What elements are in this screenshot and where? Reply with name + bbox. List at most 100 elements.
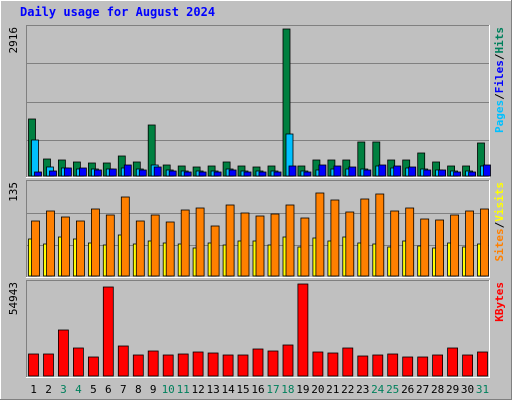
bar-sites-day-31 <box>480 208 489 277</box>
bar-pages-day-7 <box>123 164 132 177</box>
bar-sites-day-17 <box>270 213 280 277</box>
bar-sites-day-3 <box>61 216 70 277</box>
legend-label-kbytes: KBytes <box>493 282 506 322</box>
bar-sites-day-29 <box>450 214 460 277</box>
bar-pages-day-4 <box>79 167 87 177</box>
bar-pages-day-23 <box>363 169 372 177</box>
x-label-day-11: 11 <box>177 383 190 396</box>
bar-sites-day-16 <box>255 215 265 277</box>
bar-kbytes-day-30 <box>462 354 474 377</box>
bar-sites-day-24 <box>375 193 385 277</box>
bar-pages-day-13 <box>213 171 222 177</box>
x-label-day-5: 5 <box>90 383 97 396</box>
x-label-day-7: 7 <box>120 383 127 396</box>
x-label-day-29: 29 <box>446 383 459 396</box>
bar-kbytes-day-4 <box>73 347 84 377</box>
x-label-day-15: 15 <box>236 383 249 396</box>
x-label-day-9: 9 <box>150 383 157 396</box>
panel-visits-sites: 135 Sites/Visits <box>7 180 506 278</box>
bar-sites-day-18 <box>285 204 295 277</box>
legend-label-hits-files-pages: Pages/Files/Hits <box>493 27 506 133</box>
x-label-day-18: 18 <box>281 383 294 396</box>
chart-title: Daily usage for August 2024 <box>20 5 215 19</box>
chart-panels: 2916Pages/Files/Hits135Sites/Visits54943… <box>7 25 506 378</box>
bar-sites-day-22 <box>345 211 355 277</box>
bar-sites-day-28 <box>435 219 445 277</box>
x-label-day-20: 20 <box>311 383 324 396</box>
bar-sites-day-19 <box>300 217 310 277</box>
x-label-day-14: 14 <box>221 383 235 396</box>
x-label-day-17: 17 <box>266 383 279 396</box>
bar-pages-day-12 <box>198 171 207 177</box>
bar-pages-day-16 <box>258 171 267 177</box>
panel-kbytes: 54943 KBytes <box>7 280 506 378</box>
bar-sites-day-15 <box>240 212 250 277</box>
bar-pages-day-30 <box>468 171 477 177</box>
bar-sites-day-21 <box>330 199 340 277</box>
x-label-day-8: 8 <box>135 383 142 396</box>
bar-kbytes-day-31 <box>477 351 488 377</box>
bar-pages-day-5 <box>94 169 102 177</box>
bar-kbytes-day-11 <box>177 353 189 377</box>
legend-part: Visits <box>493 182 506 222</box>
x-label-day-16: 16 <box>251 383 264 396</box>
bar-pages-day-26 <box>408 166 417 177</box>
bar-sites-day-12 <box>195 207 205 277</box>
bar-sites-day-8 <box>135 220 145 277</box>
x-label-day-23: 23 <box>356 383 369 396</box>
bar-pages-day-9 <box>153 166 162 177</box>
bar-pages-day-28 <box>438 169 447 177</box>
x-label-day-25: 25 <box>386 383 399 396</box>
x-label-day-13: 13 <box>206 383 219 396</box>
bar-pages-day-10 <box>168 170 177 177</box>
legend-part: Sites <box>493 228 506 261</box>
bar-kbytes-day-5 <box>88 356 99 377</box>
bar-sites-day-23 <box>360 198 370 277</box>
bar-pages-day-20 <box>318 164 327 177</box>
bar-pages-day-31 <box>483 164 491 177</box>
bar-pages-day-21 <box>333 165 342 177</box>
x-label-day-3: 3 <box>60 383 67 396</box>
bar-kbytes-day-13 <box>207 352 219 377</box>
bar-kbytes-day-10 <box>162 354 174 377</box>
y-max-label-kbytes: 54943 <box>7 282 20 315</box>
bar-sites-day-10 <box>165 221 175 277</box>
bar-kbytes-day-7 <box>117 345 129 377</box>
bar-kbytes-day-26 <box>402 356 414 377</box>
bar-pages-day-24 <box>378 164 387 177</box>
bar-kbytes-day-24 <box>372 354 384 377</box>
bar-sites-day-7 <box>120 196 130 277</box>
bar-pages-day-17 <box>273 171 282 177</box>
bar-kbytes-day-29 <box>447 347 459 377</box>
bar-kbytes-day-18 <box>282 344 294 377</box>
bar-kbytes-day-6 <box>102 286 114 377</box>
bar-kbytes-day-28 <box>432 354 444 377</box>
bar-kbytes-day-8 <box>132 354 144 377</box>
bar-kbytes-day-25 <box>387 353 399 377</box>
bar-pages-day-18 <box>288 165 297 177</box>
bar-pages-day-8 <box>138 169 147 177</box>
x-label-day-2: 2 <box>45 383 52 396</box>
bar-kbytes-day-3 <box>58 329 69 377</box>
bar-kbytes-day-9 <box>147 350 159 377</box>
bar-pages-day-25 <box>393 165 402 177</box>
bar-kbytes-day-15 <box>237 354 249 377</box>
bar-sites-day-20 <box>315 192 325 277</box>
legend-part: / <box>493 53 506 60</box>
bar-pages-day-14 <box>228 169 237 177</box>
bar-sites-day-9 <box>150 214 160 277</box>
x-axis-day-labels: 1 2 3 4 5 6 7 8 9 10 11 12 13 14 15 16 17 18 19 20 21 22 23 24 2… <box>30 383 489 396</box>
bar-pages-day-2 <box>49 170 57 177</box>
bar-pages-day-11 <box>183 171 192 177</box>
x-label-day-22: 22 <box>341 383 354 396</box>
bar-kbytes-day-17 <box>267 350 279 377</box>
bar-kbytes-day-22 <box>342 347 354 377</box>
x-label-day-31: 31 <box>476 383 489 396</box>
legend-part: KBytes <box>493 282 506 322</box>
x-label-day-1: 1 <box>30 383 37 396</box>
bar-kbytes-day-23 <box>357 355 369 377</box>
bar-kbytes-day-16 <box>252 348 264 377</box>
